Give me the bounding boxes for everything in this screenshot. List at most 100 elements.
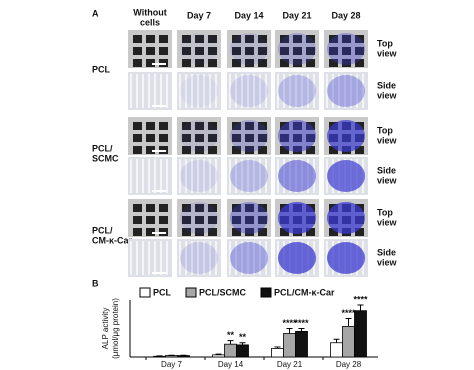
pore (245, 122, 254, 130)
pore (208, 146, 217, 154)
pore (232, 228, 241, 236)
column-header: cells (140, 17, 160, 27)
pore (208, 204, 217, 212)
pore (182, 59, 191, 67)
stain (230, 160, 268, 192)
pore (245, 35, 254, 43)
bar (236, 344, 249, 358)
pore (293, 47, 302, 55)
pore (245, 47, 254, 55)
error-bar (345, 318, 352, 327)
significance: **** (353, 294, 368, 304)
pore (133, 228, 142, 236)
error-bar (357, 304, 364, 311)
bar (212, 354, 225, 358)
pore (355, 146, 364, 154)
pore (208, 59, 217, 67)
pore (329, 146, 338, 154)
pore (245, 216, 254, 224)
pore (258, 59, 267, 67)
pore (355, 228, 364, 236)
stain (180, 242, 218, 274)
pore (258, 228, 267, 236)
stain (278, 75, 316, 107)
scale-bar (152, 150, 166, 152)
stain (180, 202, 218, 234)
x-tick-label: Day 14 (218, 360, 244, 369)
pore (133, 35, 142, 43)
significance: **** (294, 318, 309, 328)
pore (355, 47, 364, 55)
pore (146, 204, 155, 212)
stain (230, 242, 268, 274)
column-header: Without (133, 7, 166, 17)
panel-label: A (92, 8, 99, 18)
x-tick-label: Day 7 (161, 360, 182, 369)
stain (327, 33, 365, 65)
pore (182, 122, 191, 130)
pore (306, 59, 315, 67)
error-bar (215, 353, 222, 355)
pore (182, 146, 191, 154)
pore (133, 59, 142, 67)
view-label: Side (377, 165, 396, 175)
pore (182, 228, 191, 236)
pore (146, 47, 155, 55)
pore (245, 228, 254, 236)
panel-label: B (92, 278, 99, 288)
pore (159, 47, 168, 55)
pore (355, 35, 364, 43)
error-bar (239, 342, 246, 345)
pore (232, 146, 241, 154)
stain (278, 202, 316, 234)
pore (232, 204, 241, 212)
pore (306, 146, 315, 154)
pore (258, 134, 267, 142)
view-label: view (377, 257, 398, 267)
pore (293, 35, 302, 43)
pore (195, 204, 204, 212)
pore (245, 146, 254, 154)
pore (182, 47, 191, 55)
pore (182, 204, 191, 212)
pore (245, 134, 254, 142)
legend-label: PCL/SCMC (199, 287, 247, 297)
pore (182, 216, 191, 224)
pore (159, 216, 168, 224)
stain (278, 120, 316, 152)
view-label: view (377, 48, 398, 58)
pore (195, 47, 204, 55)
legend-swatch (139, 287, 151, 298)
scale-bar (152, 105, 166, 107)
pore (280, 35, 289, 43)
pore (245, 59, 254, 67)
error-bar (274, 346, 281, 349)
pore (133, 204, 142, 212)
pore (258, 146, 267, 154)
row-label: CM-κ-Car (92, 235, 133, 245)
pore (280, 47, 289, 55)
pore (195, 35, 204, 43)
scale-bar (152, 63, 166, 65)
column-header: Day 21 (282, 10, 311, 20)
stain (180, 33, 218, 65)
x-tick-label: Day 28 (336, 360, 362, 369)
pore (195, 146, 204, 154)
pore (306, 228, 315, 236)
stain (327, 242, 365, 274)
pore (195, 59, 204, 67)
view-label: view (377, 217, 398, 227)
pore (342, 47, 351, 55)
pore (195, 216, 204, 224)
scale-bar (152, 272, 166, 274)
pore (258, 35, 267, 43)
stain (327, 202, 365, 234)
pore (342, 59, 351, 67)
pore (280, 146, 289, 154)
pore (329, 47, 338, 55)
error-bar (333, 338, 340, 343)
pore (133, 216, 142, 224)
significance: **** (282, 318, 297, 328)
column-header: Day 14 (234, 10, 263, 20)
